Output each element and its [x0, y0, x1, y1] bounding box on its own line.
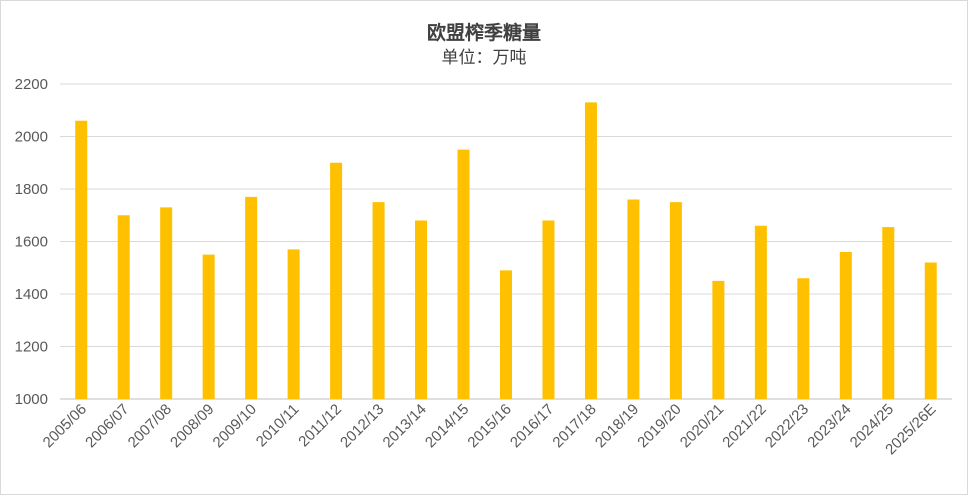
bar [287, 249, 300, 399]
x-tick-label: 2013/14 [380, 401, 430, 451]
x-tick-label: 2010/11 [253, 401, 303, 451]
x-tick-label: 2012/13 [337, 401, 387, 451]
y-tick-label: 1200 [15, 339, 48, 356]
chart-title: 欧盟榨季糖量 [426, 22, 541, 44]
x-axis: 2005/062006/072007/082008/092009/102010/… [40, 401, 940, 458]
bar [75, 120, 88, 399]
bar [754, 225, 767, 399]
y-tick-label: 1600 [15, 234, 48, 251]
x-tick-label: 2021/22 [719, 401, 769, 451]
x-tick-label: 2020/21 [677, 401, 727, 451]
x-tick-label: 2014/15 [422, 401, 472, 451]
bar [669, 202, 682, 399]
bars [75, 102, 937, 399]
x-tick-label: 2017/18 [549, 401, 599, 451]
bar [415, 220, 428, 399]
bar [839, 252, 852, 399]
bar [500, 270, 512, 399]
y-tick-label: 1400 [15, 286, 48, 303]
bar [330, 162, 343, 399]
bar [712, 280, 725, 399]
y-tick-label: 2000 [15, 129, 48, 146]
bar [584, 102, 597, 399]
bar [627, 199, 640, 399]
x-tick-label: 2018/19 [592, 401, 642, 451]
x-tick-label: 2011/12 [295, 401, 345, 451]
x-tick-label: 2007/08 [125, 401, 175, 451]
y-tick-label: 1800 [15, 181, 48, 198]
bar [202, 254, 215, 399]
x-tick-label: 2016/17 [507, 401, 557, 451]
bar [457, 149, 470, 399]
bar [882, 227, 895, 399]
y-tick-label: 1000 [15, 391, 48, 408]
bar [245, 196, 258, 399]
x-tick-label: 2009/10 [210, 401, 260, 451]
x-tick-label: 2015/16 [464, 401, 514, 451]
x-tick-label: 2005/06 [40, 401, 90, 451]
y-axis: 1000 1200 1400 1600 1800 2000 2200 [15, 76, 48, 408]
bar [160, 207, 173, 399]
x-tick-label: 2023/24 [804, 401, 854, 451]
bar [117, 215, 130, 399]
x-tick-label: 2008/09 [167, 401, 217, 451]
y-tick-label: 2200 [15, 76, 48, 93]
bar [797, 278, 810, 399]
bar [372, 202, 385, 399]
bar [924, 262, 937, 399]
x-tick-label: 2022/23 [762, 401, 812, 451]
x-tick-label: 2019/20 [634, 401, 684, 451]
chart-subtitle: 单位：万吨 [441, 48, 527, 68]
x-tick-label: 2006/07 [82, 401, 132, 451]
bar [542, 220, 555, 399]
